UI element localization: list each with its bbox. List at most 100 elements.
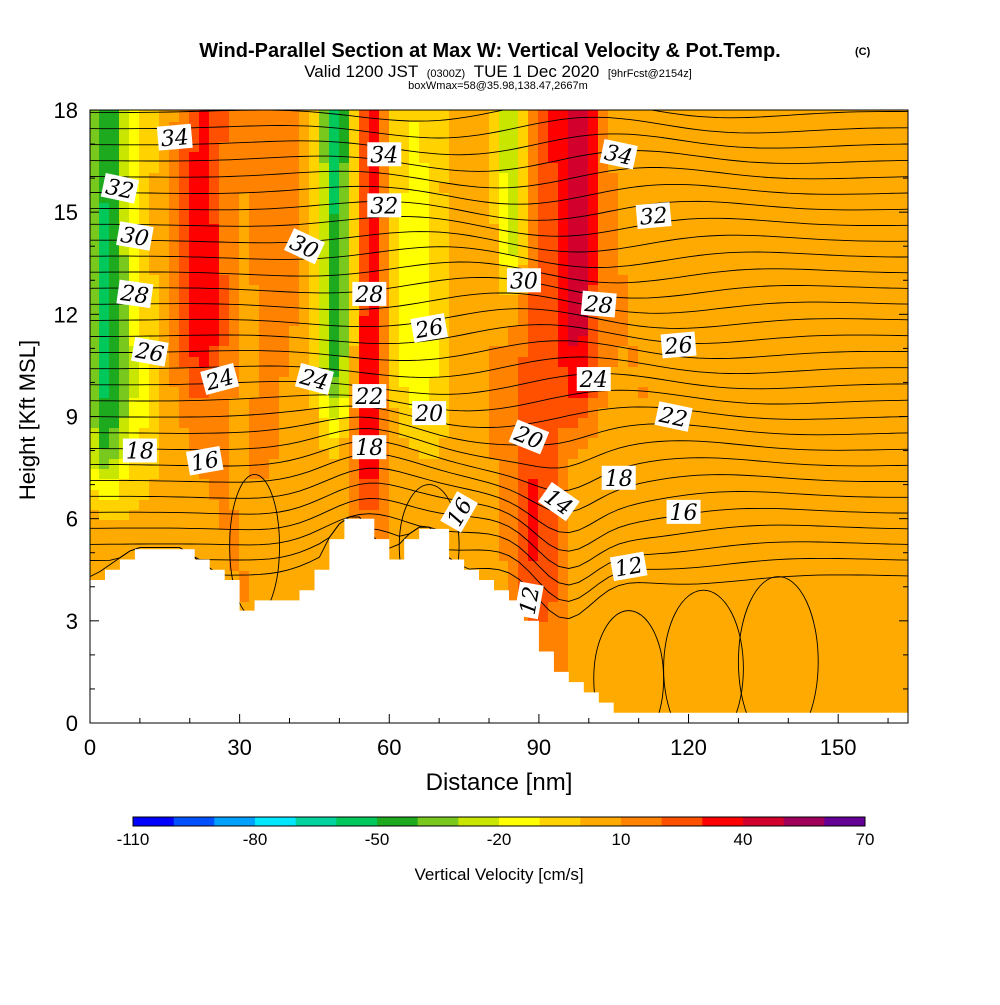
- velocity-cell: [558, 447, 570, 459]
- velocity-cell: [269, 263, 281, 275]
- velocity-cell: [249, 212, 261, 224]
- velocity-cell: [528, 110, 540, 122]
- velocity-cell: [219, 212, 231, 224]
- velocity-cell: [508, 355, 520, 367]
- velocity-cell: [269, 181, 281, 193]
- velocity-cell: [269, 375, 281, 387]
- velocity-cell: [508, 528, 520, 541]
- velocity-cell: [90, 324, 101, 336]
- velocity-cell: [319, 416, 331, 428]
- velocity-cell: [548, 110, 560, 122]
- velocity-cell: [419, 263, 431, 275]
- velocity-cell: [259, 355, 271, 367]
- velocity-cell: [99, 549, 111, 561]
- velocity-cell: [399, 232, 411, 244]
- velocity-cell: [149, 477, 161, 490]
- velocity-cell: [249, 396, 261, 408]
- velocity-cell: [189, 508, 201, 520]
- velocity-cell: [90, 201, 101, 214]
- velocity-cell: [90, 518, 101, 530]
- velocity-cell: [179, 355, 191, 367]
- velocity-cell: [429, 344, 441, 357]
- velocity-cell: [149, 426, 161, 438]
- velocity-cell: [109, 396, 121, 408]
- velocity-cell: [538, 232, 550, 244]
- velocity-cell: [489, 365, 500, 377]
- velocity-cell: [259, 181, 271, 193]
- velocity-cell: [289, 263, 301, 275]
- velocity-cell: [119, 140, 131, 152]
- velocity-cell: [528, 150, 540, 163]
- velocity-cell: [538, 631, 550, 643]
- velocity-cell: [518, 406, 530, 418]
- velocity-cell: [508, 150, 520, 163]
- velocity-cell: [309, 559, 321, 571]
- velocity-cell: [558, 518, 570, 530]
- velocity-cell: [189, 201, 201, 214]
- velocity-cell: [90, 477, 101, 490]
- velocity-cell: [508, 406, 520, 418]
- velocity-cell: [219, 406, 231, 418]
- velocity-cell: [538, 242, 550, 255]
- velocity-cell: [409, 150, 421, 163]
- velocity-cell: [558, 457, 570, 469]
- velocity-cell: [129, 508, 141, 520]
- velocity-cell: [558, 253, 570, 265]
- velocity-cell: [459, 416, 471, 428]
- velocity-cell: [309, 416, 321, 428]
- velocity-cell: [219, 426, 231, 438]
- velocity-cell: [439, 191, 451, 203]
- velocity-cell: [499, 559, 510, 571]
- velocity-cell: [279, 436, 291, 449]
- velocity-cell: [279, 314, 291, 326]
- velocity-cell: [518, 559, 530, 571]
- velocity-cell: [379, 508, 391, 520]
- velocity-cell: [518, 232, 530, 244]
- velocity-cell: [548, 426, 560, 438]
- velocity-cell: [309, 436, 321, 449]
- velocity-cell: [189, 314, 201, 326]
- velocity-cell: [409, 232, 421, 244]
- velocity-cell: [189, 304, 201, 316]
- velocity-cell: [219, 324, 231, 336]
- velocity-cell: [259, 539, 271, 551]
- velocity-cell: [139, 426, 151, 438]
- velocity-cell: [279, 467, 291, 479]
- velocity-cell: [139, 528, 151, 541]
- velocity-cell: [489, 263, 500, 275]
- velocity-cell: [538, 477, 550, 490]
- velocity-cell: [439, 150, 451, 163]
- velocity-cell: [279, 396, 291, 408]
- velocity-cell: [499, 324, 510, 336]
- velocity-cell: [548, 549, 560, 561]
- velocity-cell: [499, 416, 510, 428]
- velocity-cell: [389, 426, 401, 438]
- velocity-cell: [379, 232, 391, 244]
- velocity-cell: [439, 222, 451, 234]
- velocity-cell: [538, 406, 550, 418]
- velocity-cell: [409, 242, 421, 255]
- velocity-cell: [209, 201, 221, 214]
- velocity-cell: [499, 130, 510, 142]
- velocity-cell: [319, 324, 331, 336]
- velocity-cell: [239, 600, 251, 612]
- velocity-cell: [508, 518, 520, 530]
- velocity-cell: [289, 365, 301, 377]
- velocity-cell: [439, 120, 451, 132]
- velocity-cell: [409, 222, 421, 234]
- velocity-cell: [439, 263, 451, 275]
- velocity-cell: [209, 293, 221, 306]
- velocity-cell: [299, 201, 311, 214]
- velocity-cell: [339, 447, 351, 459]
- velocity-cell: [249, 447, 261, 459]
- velocity-cell: [548, 610, 560, 622]
- velocity-cell: [469, 222, 481, 234]
- velocity-cell: [169, 304, 181, 316]
- velocity-cell: [349, 130, 361, 142]
- velocity-cell: [159, 508, 171, 520]
- velocity-cell: [239, 579, 251, 592]
- velocity-cell: [439, 436, 451, 449]
- velocity-cell: [419, 355, 431, 367]
- velocity-cell: [319, 293, 331, 306]
- velocity-cell: [528, 477, 540, 490]
